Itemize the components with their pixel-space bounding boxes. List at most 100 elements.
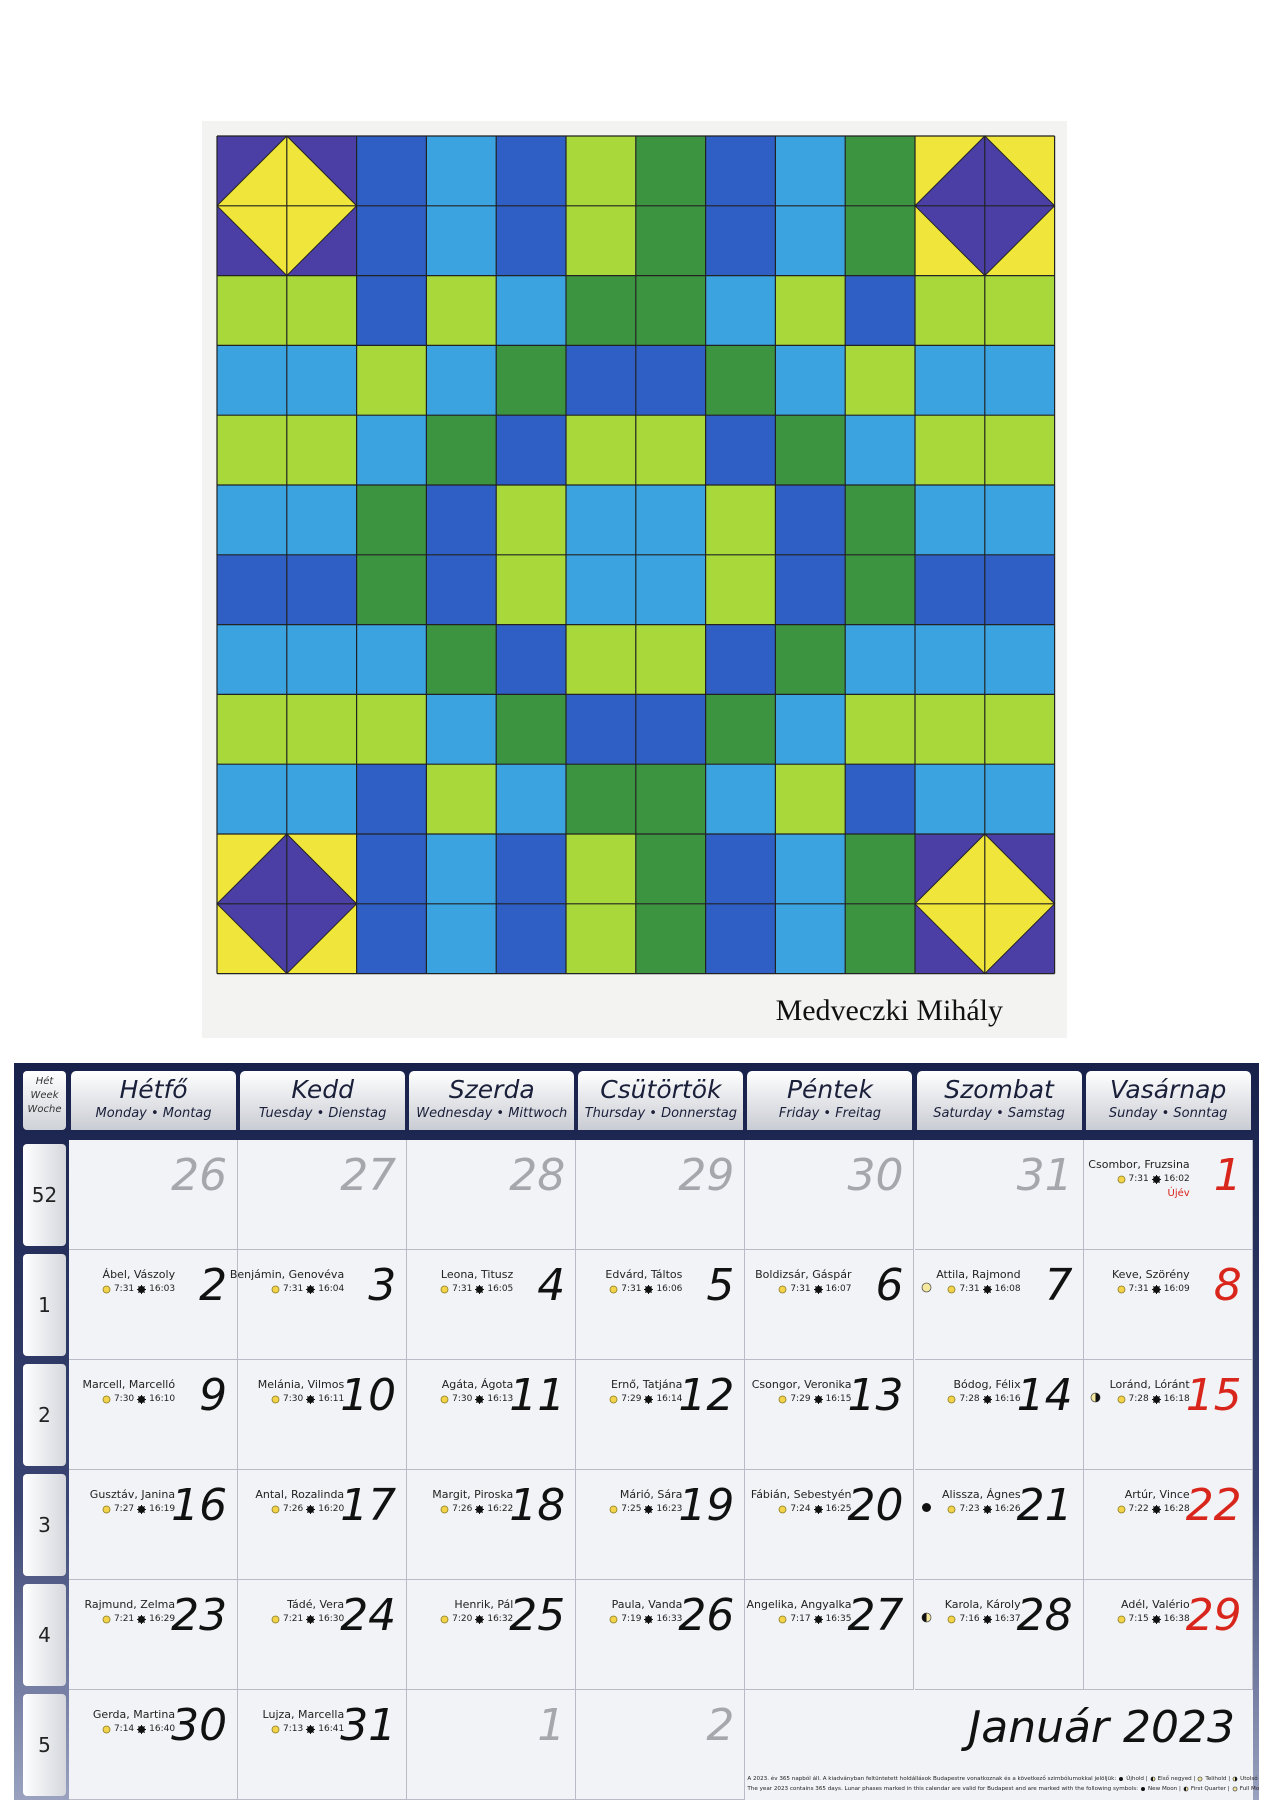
- sun-times: 7:30 16:11: [271, 1394, 344, 1404]
- name-days: Ernő, Tatjána: [610, 1378, 683, 1391]
- sunset-icon: [475, 1394, 485, 1404]
- first-icon: [921, 1612, 931, 1623]
- sun-times: 7:26 16:20: [271, 1504, 344, 1514]
- ray: [310, 1508, 315, 1513]
- pattern-cell: [356, 345, 427, 416]
- pattern-cell: [566, 903, 636, 974]
- day-cell: 14 Bódog, Félix 7:28 16:16: [914, 1360, 1084, 1470]
- day-cell: 4 Leona, Titusz 7:31 16:05: [407, 1250, 577, 1360]
- ray: [310, 1395, 315, 1400]
- ray: [817, 1618, 822, 1623]
- ray: [1152, 1615, 1157, 1620]
- week-number: 1: [23, 1254, 66, 1356]
- name-days: Paula, Vanda: [611, 1598, 683, 1611]
- ray: [1155, 1178, 1160, 1183]
- day-cell: 27: [238, 1140, 408, 1250]
- name-days: Benjámin, Genovéva: [229, 1268, 345, 1281]
- sun-icon: [102, 1505, 111, 1513]
- sunset-icon: [982, 1394, 992, 1404]
- ray: [986, 1505, 991, 1510]
- pattern-cell: [286, 345, 357, 416]
- footnote: A 2023. év 365 napból áll. A kiadványban…: [747, 1776, 1259, 1782]
- sunset-icon: [813, 1504, 823, 1514]
- sunrise: 7:14: [113, 1724, 135, 1734]
- sunset: 16:08: [994, 1284, 1021, 1294]
- name-days: Leona, Titusz: [440, 1268, 514, 1281]
- day-number: 11: [509, 1370, 566, 1421]
- sunset-icon: [1151, 1284, 1161, 1294]
- ray: [983, 1285, 988, 1290]
- sunrise: 7:20: [452, 1614, 473, 1624]
- pattern-cell: [286, 554, 357, 625]
- ray: [141, 1618, 146, 1623]
- day-cell: 18 Margit, Piroska 7:26 16:22: [407, 1470, 577, 1580]
- pattern-cell: [984, 764, 1055, 834]
- pattern-cell: [496, 624, 566, 695]
- sunrise: 7:24: [790, 1504, 811, 1514]
- name-days: Gerda, Martina: [92, 1708, 176, 1721]
- pattern-cell: [496, 345, 566, 416]
- sunset: 16:04: [318, 1284, 345, 1294]
- sunset: 16:07: [825, 1284, 852, 1294]
- pattern-cell: [356, 903, 427, 974]
- sunset-icon: [137, 1724, 147, 1734]
- sun: [102, 1285, 111, 1293]
- sun: [609, 1395, 618, 1403]
- pattern-cell: [496, 275, 566, 346]
- ray: [479, 1395, 484, 1400]
- ray: [141, 1615, 146, 1620]
- moon-new: [1141, 1787, 1145, 1791]
- sunrise: 7:26: [283, 1504, 304, 1514]
- pattern-cell: [775, 554, 846, 625]
- ray: [1155, 1175, 1160, 1180]
- footnote-text: A 2023. év 365 napból áll. A kiadványban…: [747, 1776, 1117, 1782]
- moon-new: [921, 1503, 931, 1512]
- ray: [479, 1508, 484, 1513]
- day-cell: 24 Tádé, Vera 7:21 16:30: [238, 1580, 408, 1690]
- pattern-cell: [775, 205, 846, 276]
- sunrise: 7:31: [1128, 1174, 1149, 1184]
- pattern-cell: [286, 415, 357, 485]
- ray: [476, 1615, 481, 1620]
- day-cell: 1 Csombor, Fruzsina 7:31 16:02 Újév: [1083, 1140, 1253, 1250]
- day-number: 20: [847, 1480, 904, 1531]
- pattern-cell: [705, 624, 776, 695]
- weekday-header: Péntek Friday • Freitag: [747, 1071, 913, 1130]
- ray: [814, 1615, 819, 1620]
- name-days: Csombor, Fruzsina: [1088, 1158, 1190, 1171]
- pattern-cell: [845, 834, 915, 904]
- sun-icon: [271, 1725, 280, 1733]
- ray: [307, 1398, 312, 1403]
- last-icon: [1232, 1776, 1238, 1782]
- pattern-cell: [635, 764, 706, 834]
- ray: [476, 1618, 481, 1623]
- sunset: 16:13: [487, 1394, 514, 1404]
- pattern-cell: [775, 275, 846, 346]
- weekday-subtitle: Monday • Montag: [95, 1106, 212, 1121]
- ray: [310, 1505, 315, 1510]
- sun-icon: [271, 1505, 280, 1513]
- sun-icon: [271, 1615, 280, 1623]
- sun: [1117, 1615, 1125, 1623]
- sunset: 16:41: [318, 1724, 345, 1734]
- sunset: 16:11: [318, 1394, 345, 1404]
- pattern-cell: [984, 624, 1055, 695]
- sunrise: 7:30: [452, 1394, 473, 1404]
- day-cell: 26: [69, 1140, 239, 1250]
- ray: [983, 1395, 988, 1400]
- weekday-subtitle: Sunday • Sonntag: [1108, 1106, 1228, 1121]
- pattern-cell: [845, 624, 915, 695]
- sunset-icon: [306, 1614, 316, 1624]
- pattern-cell: [775, 485, 846, 555]
- pattern-cell: [286, 275, 357, 346]
- week-header-label: Hét: [35, 1076, 54, 1087]
- day-cell: 28 Karola, Károly 7:16 16:37: [914, 1580, 1084, 1690]
- pattern-cell: [217, 624, 287, 695]
- weekday-header: Vasárnap Sunday • Sonntag: [1085, 1071, 1251, 1130]
- pattern-cell: [566, 764, 636, 834]
- pattern-cell: [426, 485, 497, 555]
- ray: [814, 1288, 819, 1293]
- day-number: 27: [340, 1150, 397, 1201]
- ray: [476, 1288, 481, 1293]
- sun-times: 7:31 16:08: [947, 1284, 1021, 1294]
